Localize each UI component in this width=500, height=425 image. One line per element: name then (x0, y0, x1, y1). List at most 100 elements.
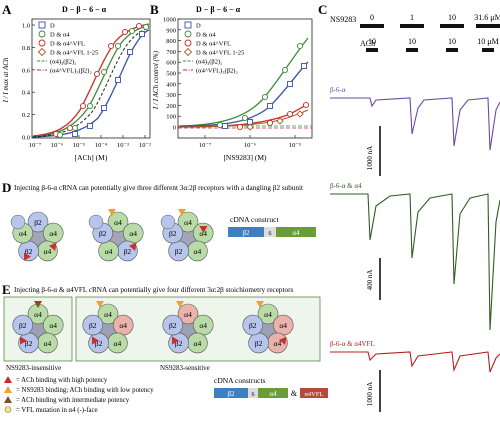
subunit-label: α4 (194, 339, 202, 348)
panel-a-y-tick-label: 0.4 (22, 90, 31, 97)
panel-d-construct-linker (264, 227, 276, 237)
panel-a-data-point (142, 23, 150, 31)
subunit-label: α4 (279, 321, 287, 330)
panel-c-ach-value: 10 μM (477, 37, 498, 46)
panel-b-y-tick-label: 400 (166, 81, 176, 88)
subunit-label: α4 (199, 229, 207, 238)
panel-b-y-tick-label: 0 (173, 125, 176, 132)
receptor-d2: α4 α4 β2 α4 β2 (88, 209, 144, 262)
subunit-label: β2 (175, 339, 183, 348)
panel-c-trace-1 (330, 97, 500, 151)
panel-b-legend-label: D & α4^VFL (196, 41, 231, 48)
subunit-label: α4 (129, 229, 137, 238)
panel-e-sensitive-label: NS9283-sensitive (160, 364, 210, 372)
panel-a: A D − β − 6 − α I / I max at ACh [ACh] (… (2, 2, 151, 162)
panel-c-scale-2-label: 400 nA (366, 270, 374, 291)
subunit-label: α4 (114, 218, 122, 227)
panel-c-row2-label: β-6-α & α4 (330, 182, 362, 190)
subunit-label: β2 (99, 229, 107, 238)
panel-a-data-point (115, 77, 121, 83)
dangling-beta (88, 214, 104, 230)
panel-d-construct-alpha (276, 227, 316, 237)
panel-c-ns-bar (440, 24, 464, 28)
panel-a-title: D − β − 6 − α (62, 5, 107, 14)
panel-c-ach-bar (482, 48, 494, 52)
subunit-label: α4 (184, 310, 192, 319)
panel-c-row3-label: β-6-α & α4VFL (330, 340, 375, 348)
panel-c-scale-1-label: 1000 nA (366, 146, 374, 170)
panel-c-trace-2 (330, 193, 500, 331)
panel-a-legend-label: (α4)₃(β2)₂ (50, 59, 76, 66)
panel-d-construct-beta (228, 227, 264, 237)
subunit-label: α4 (49, 321, 57, 330)
subunit-label: α4 (19, 229, 27, 238)
panel-a-data-point (72, 131, 78, 137)
subunit (177, 211, 199, 233)
panel-a-axes (31, 18, 151, 139)
panel-b-y-tick-label: 900 (166, 27, 176, 34)
panel-a-data-point (101, 105, 107, 111)
panel-b-legend-marker (183, 47, 193, 57)
panel-c-ns-value: 10 (448, 13, 456, 22)
panel-a-legend-label: D & α4^VFL (50, 41, 85, 48)
subunit-label: α4 (274, 339, 282, 348)
dangling-beta (10, 214, 26, 230)
ns9283-site (108, 209, 116, 216)
ach-high-site (20, 336, 27, 345)
panel-e-construct-beta (214, 388, 248, 398)
panel-b-legend-label: (α4)₃(β2)₂ (196, 59, 222, 66)
panel-a-data-point (127, 49, 133, 55)
receptor-e1: α4 α4 α4 β2 β2 (12, 301, 64, 354)
panel-b-letter: B (150, 2, 159, 17)
subunit-label: β2 (95, 339, 103, 348)
panel-b-y-tick-label: 700 (166, 49, 176, 56)
panel-c-scale-3-label: 1000 nA (366, 382, 374, 406)
panel-b-legend-label: D (196, 23, 201, 30)
panel-a-data-point (114, 42, 122, 50)
subunit (12, 314, 34, 336)
panel-b-legend-marker (184, 30, 192, 38)
panel-d-construct-title: cDNA construct (230, 215, 279, 224)
subunit-label: α4 (44, 339, 52, 348)
key-label: = ACh binding with intermediate potency (16, 397, 130, 404)
subunit-label: α4 (199, 321, 207, 330)
panel-c-ns-bar (476, 24, 500, 28)
subunit-label: α4 (105, 247, 113, 256)
ns9283-site (178, 209, 186, 216)
receptor-e3: α4 α4 α4 β2 β2 (162, 301, 214, 354)
subunit (27, 211, 49, 233)
panel-a-x-tick-label: 10⁻⁶ (51, 142, 63, 149)
panel-b-y-tick-label: 300 (166, 92, 176, 99)
panel-d-construct-linker-label: 6 (269, 231, 272, 237)
subunit-label: α4 (119, 321, 127, 330)
panel-a-y-tick-label: 0.2 (22, 112, 30, 119)
panel-b-data-point (296, 42, 304, 50)
panel-b-data-point (216, 121, 224, 129)
panel-a-legend-marker (38, 39, 46, 47)
subunit (177, 303, 199, 325)
panel-b-ylabel: I / I ACh control (%) (152, 50, 160, 110)
panel-a-x-tick-label: 10⁻⁷ (29, 142, 41, 149)
subunit-label: β2 (19, 321, 27, 330)
receptor-e2: α4 α4 α4 β2 β2 (82, 301, 134, 354)
panel-a-data-point (135, 22, 143, 30)
subunit (257, 303, 279, 325)
panel-a-legend-marker (38, 30, 46, 38)
panel-b-data-point (286, 110, 294, 118)
panel-b-x-tick-label: 10⁻⁵ (289, 142, 301, 149)
subunit-label: α4 (49, 229, 57, 238)
subunit (242, 314, 264, 336)
panel-e-construct-vfl (300, 388, 328, 398)
panel-e-construct-alpha (258, 388, 288, 398)
panel-e-letter: E (2, 282, 11, 297)
panel-b-y-tick-label: 100 (166, 114, 176, 121)
panel-c-letter: C (318, 2, 327, 17)
key-label: = VFL mutation in α4 (-)-face (16, 407, 98, 414)
subunit-label: β2 (89, 321, 97, 330)
panel-a-x-tick-label: 10⁻³ (117, 142, 129, 149)
receptor-e4: α4 α4 α4 β2 β2 (242, 301, 294, 354)
panel-e-construct-beta-label: β2 (227, 390, 235, 398)
panel-a-legend-marker (37, 47, 47, 57)
panel-e-construct-linker (248, 388, 258, 398)
